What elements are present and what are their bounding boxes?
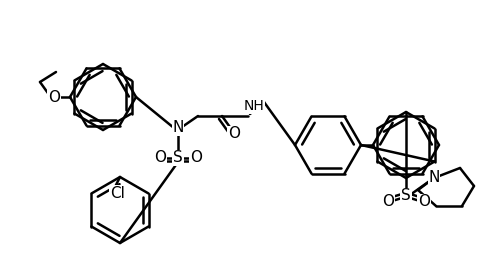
Text: O: O — [228, 127, 240, 141]
Text: O: O — [418, 195, 430, 209]
Text: O: O — [382, 195, 394, 209]
Text: Cl: Cl — [110, 186, 125, 201]
Text: O: O — [48, 89, 60, 105]
Text: N: N — [172, 121, 184, 136]
Text: O: O — [154, 150, 166, 166]
Text: N: N — [428, 170, 440, 186]
Text: S: S — [401, 189, 411, 204]
Text: S: S — [173, 150, 183, 166]
Text: O: O — [190, 150, 202, 166]
Text: NH: NH — [244, 99, 264, 113]
